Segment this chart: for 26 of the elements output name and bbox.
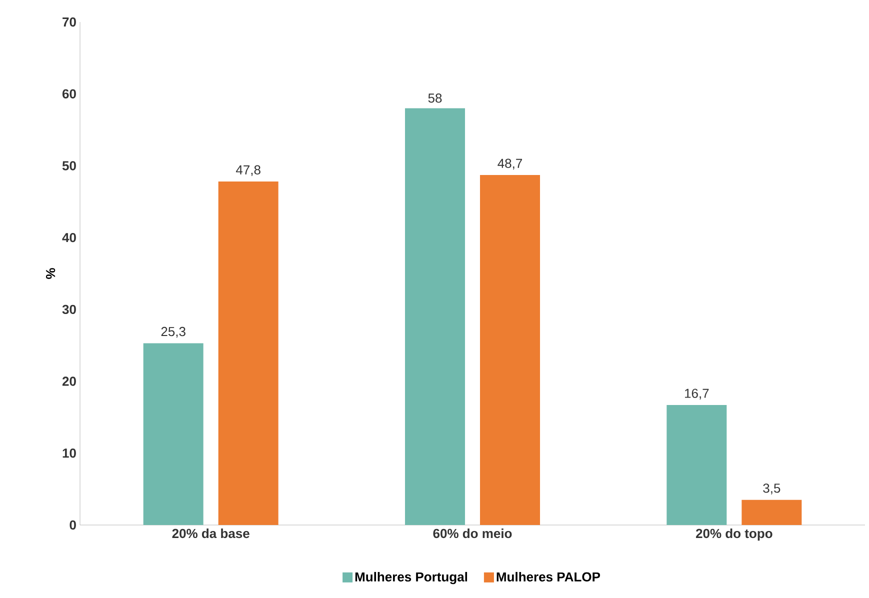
bar — [143, 343, 204, 525]
y-tick-label: 0 — [70, 520, 76, 530]
y-tick-label: 70 — [62, 17, 76, 27]
bar — [742, 500, 802, 525]
y-tick-label: 30 — [62, 304, 76, 314]
legend-label: Mulheres Portugal — [355, 572, 468, 584]
bar — [405, 108, 466, 525]
y-axis-title: % — [46, 268, 56, 279]
y-tick-label: 50 — [62, 161, 76, 170]
y-tick-label: 20 — [62, 376, 76, 386]
x-tick-label: 20% do topo — [696, 528, 772, 541]
data-label: 16,7 — [685, 388, 709, 400]
y-tick-label: 60 — [62, 89, 76, 98]
x-tick-label: 20% da base — [172, 528, 250, 538]
data-label: 48,7 — [498, 158, 522, 170]
bar — [218, 182, 278, 525]
legend-label: Mulheres PALOP — [496, 572, 600, 582]
data-label: 25,3 — [161, 326, 186, 338]
data-label: 3,5 — [763, 484, 780, 494]
x-tick-label: 60% do meio — [433, 528, 512, 538]
bar — [480, 175, 540, 525]
data-label: 58 — [428, 93, 442, 103]
bar — [666, 405, 727, 525]
y-tick-label: 40 — [62, 232, 76, 242]
y-tick-label: 10 — [62, 448, 76, 458]
data-label: 47,8 — [236, 165, 260, 176]
